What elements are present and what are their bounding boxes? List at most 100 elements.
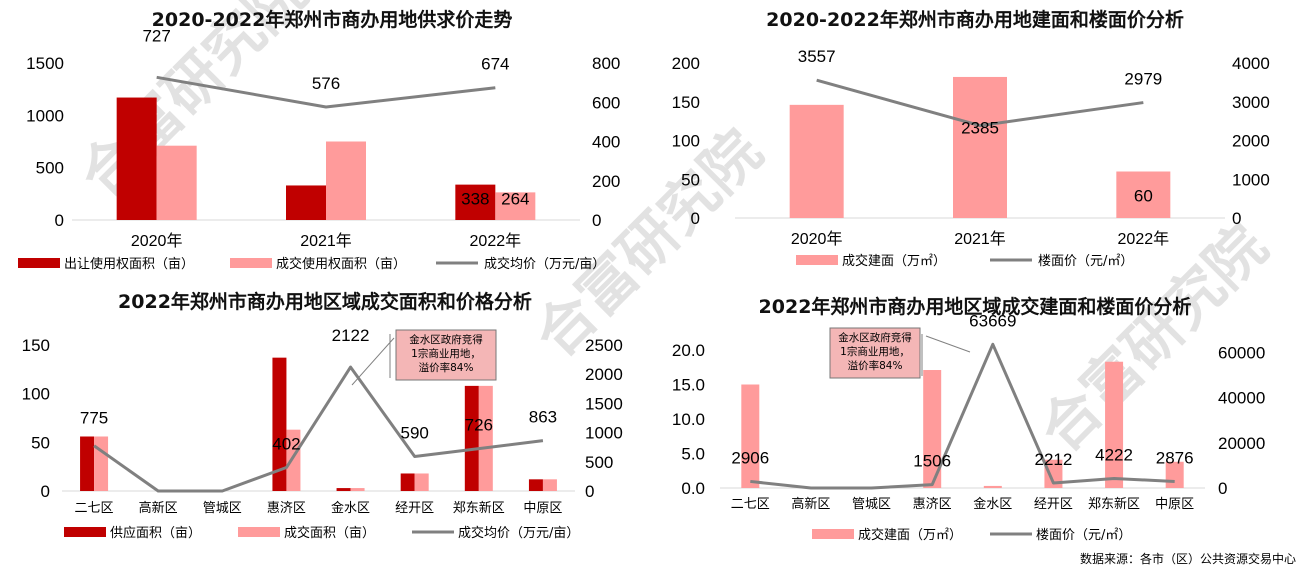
legend-label-price: 楼面价（元/㎡） <box>1038 254 1133 269</box>
x-tick-label: 2022年 <box>470 232 522 250</box>
y-right-tick-label: 1500 <box>585 394 623 413</box>
line-data-label: 2876 <box>1156 449 1194 468</box>
bar <box>1105 361 1124 488</box>
bar <box>414 473 429 491</box>
x-tick-label: 高新区 <box>139 500 178 516</box>
x-tick-label: 二七区 <box>75 501 114 516</box>
y-right-tick-label: 0 <box>592 211 601 230</box>
line-data-label: 2979 <box>1124 70 1162 89</box>
y-right-tick-label: 0 <box>1232 209 1241 228</box>
bar <box>80 436 95 491</box>
line-data-label: 63669 <box>969 311 1016 330</box>
legend-label-deal: 成交面积（亩） <box>284 525 375 541</box>
legend: 成交建面（万㎡） 楼面价（元/㎡） <box>796 253 1133 269</box>
legend-swatch-deal <box>238 527 280 537</box>
y-tick-label: 50 <box>681 170 700 189</box>
y-right-tick-label: 1000 <box>585 424 623 443</box>
x-tick-label: 管城区 <box>203 501 242 516</box>
x-tick-label: 管城区 <box>852 497 891 512</box>
x-tick-label: 郑东新区 <box>453 500 505 516</box>
y-axis-right: 0 500 1000 1500 2000 2500 <box>585 336 623 501</box>
line-data-label: 863 <box>529 408 557 427</box>
chart-floor-area-price: 2020-2022年郑州市商办用地建面和楼面价分析 0 50 100 150 200 0… <box>672 8 1270 269</box>
watermark-2: 合富研究院 <box>522 117 775 370</box>
line-data-label: 1506 <box>913 452 951 471</box>
annotation-line-1: 金水区政府竞得 <box>409 333 483 346</box>
y-axis-left: 0 50 100 150 <box>22 336 50 501</box>
y-tick-label: 50 <box>31 433 50 452</box>
y-axis-left: 0.0 5.0 10.0 15.0 20.0 <box>672 341 705 498</box>
x-tick-label: 中原区 <box>523 501 562 516</box>
y-tick-label: 150 <box>22 336 50 355</box>
x-tick-label: 金水区 <box>973 496 1012 512</box>
x-tick-label: 经开区 <box>1034 497 1073 512</box>
y-tick-label: 0 <box>41 482 50 501</box>
y-right-tick-label: 40000 <box>1218 389 1265 408</box>
line-data-label: 775 <box>80 409 108 428</box>
legend-swatch-area <box>796 255 838 265</box>
annotation-line-2: 1宗商业用地， <box>840 345 910 358</box>
y-tick-label: 200 <box>672 54 700 73</box>
line-data-label: 3557 <box>798 47 836 66</box>
legend: 成交建面（万㎡） 楼面价（元/㎡） <box>812 527 1131 543</box>
x-tick-label: 二七区 <box>731 497 770 512</box>
y-right-tick-label: 500 <box>585 453 613 472</box>
line-data-label: 2906 <box>731 448 769 467</box>
price-line <box>816 78 1144 128</box>
y-tick-label: 1500 <box>26 54 64 73</box>
y-axis-right: 0 1000 2000 3000 4000 <box>1232 54 1270 228</box>
chart-title: 2020-2022年郑州市商办用地供求价走势 <box>152 8 513 31</box>
y-tick-label: 1000 <box>26 106 64 125</box>
y-right-tick-label: 600 <box>592 93 620 112</box>
line-data-label: 2385 <box>961 119 999 138</box>
legend: 出让使用权面积（亩） 成交使用权面积（亩） 成交均价（万元/亩） <box>18 256 605 272</box>
x-tick-label: 高新区 <box>791 496 830 512</box>
x-tick-label: 金水区 <box>331 500 370 516</box>
bar <box>542 479 557 491</box>
y-right-tick-label: 2000 <box>1232 132 1270 151</box>
annotation-box <box>395 329 497 381</box>
y-tick-label: 0 <box>55 211 64 230</box>
x-axis: 二七区 高新区 管城区 惠济区 金水区 经开区 郑东新区 中原区 <box>731 496 1194 512</box>
y-tick-label: 10.0 <box>672 410 705 429</box>
annotation-line-2: 1宗商业用地， <box>411 347 481 360</box>
price-line <box>93 365 544 493</box>
bar <box>272 357 287 491</box>
bar <box>350 488 365 491</box>
chart-district-floor-area-price: 2022年郑州市商办用地区域成交建面和楼面价分析 0.0 5.0 10.0 15.0 2… <box>672 295 1265 543</box>
y-right-tick-label: 20000 <box>1218 434 1265 453</box>
y-tick-label: 15.0 <box>672 376 705 395</box>
y-axis-right: 0 20000 40000 60000 <box>1218 344 1265 498</box>
annotation-leader <box>351 337 395 386</box>
bar <box>116 97 157 220</box>
y-right-tick-label: 2000 <box>585 365 623 384</box>
legend-label-supply: 出让使用权面积（亩） <box>64 256 194 272</box>
chart-title: 2022年郑州市商办用地区域成交面积和价格分析 <box>118 290 532 313</box>
data-label: 338 <box>461 190 489 209</box>
bar <box>400 473 415 491</box>
bar-series <box>80 357 557 491</box>
chart-supply-price-trend: 2020-2022年郑州市商办用地供求价走势 0 500 1000 1500 0 200… <box>18 8 620 272</box>
bar <box>983 485 1002 488</box>
x-tick-label: 郑东新区 <box>1088 496 1140 512</box>
line-data-label: 576 <box>312 74 340 93</box>
y-right-tick-label: 0 <box>1218 479 1227 498</box>
y-tick-label: 5.0 <box>681 445 705 464</box>
annotation-line-1: 金水区政府竞得 <box>838 331 912 344</box>
x-tick-label: 惠济区 <box>913 497 952 512</box>
bar-series: 60 <box>789 76 1171 218</box>
bar <box>455 184 496 220</box>
bar <box>1116 171 1171 218</box>
y-right-tick-label: 2500 <box>585 336 623 355</box>
y-tick-label: 20.0 <box>672 341 705 360</box>
annotation-line-3: 溢价率84% <box>848 359 903 372</box>
line-data-label: 402 <box>272 435 300 454</box>
line-series: 2906 1506 63669 2212 4222 2876 <box>731 311 1194 490</box>
bar <box>336 488 351 491</box>
annotation-callout: 金水区政府竞得 1宗商业用地， 溢价率84% <box>829 327 971 379</box>
y-tick-label: 100 <box>672 132 700 151</box>
bar <box>286 429 301 491</box>
bar <box>326 141 366 220</box>
x-tick-label: 2022年 <box>1118 230 1170 248</box>
